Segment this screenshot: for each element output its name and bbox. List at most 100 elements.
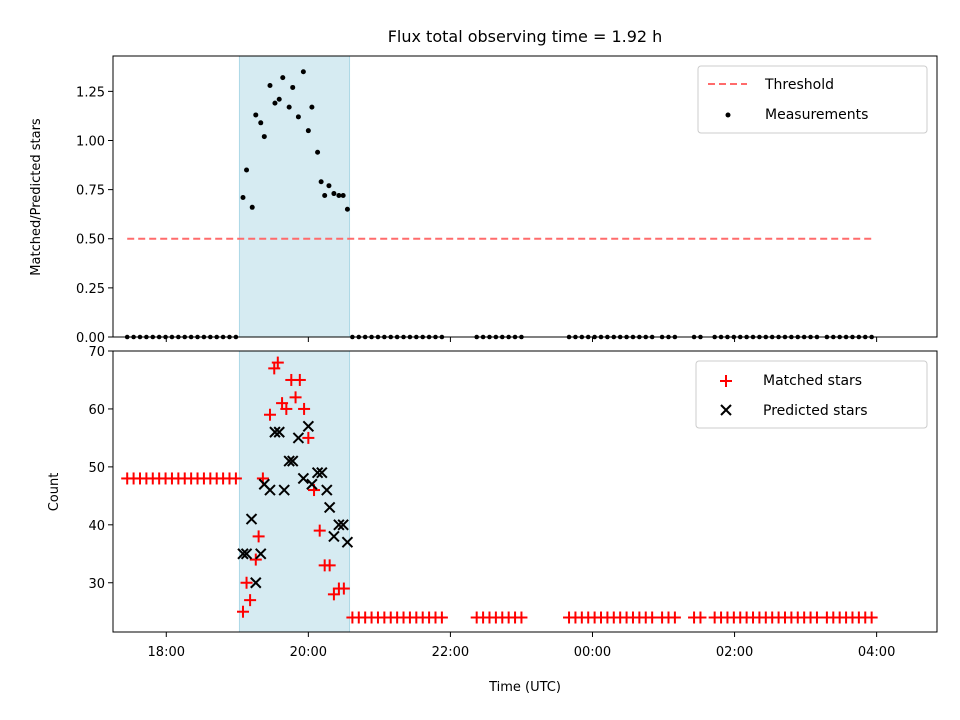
predicted-star-point [328,530,340,543]
measurement-point [295,114,301,120]
legend-measurements-label: Measurements [765,107,868,123]
measurement-point [261,134,267,140]
predicted-star-point [240,548,253,560]
bottom-plot-content [121,356,878,624]
predicted-star-point [287,455,299,467]
predicted-star-point [333,519,345,531]
bottom-panel: 30 40 50 60 70 18:00 20:00 22:00 00:00 02:00 04:0… [47,345,938,695]
matched-star-point [293,373,306,386]
top-y-tick-label: 1.00 [76,134,105,149]
measurement-point [309,104,315,110]
legend-threshold-label: Threshold [764,77,834,93]
predicted-star-point [264,484,276,496]
matched-star-point [244,594,257,607]
legend-matched-label: Matched stars [763,373,862,389]
measurement-point [322,193,328,199]
predicted-star-point [306,478,318,490]
matched-star-point [298,402,311,415]
measurement-point [318,179,324,185]
matched-star-point [236,605,249,618]
predicted-star-point [245,513,258,525]
top-panel: 0.00 0.25 0.50 0.75 1.00 1.25 Flux total obse… [29,27,938,346]
matched-star-point [313,524,326,537]
matched-star-point [323,559,336,572]
measurement-point [267,82,273,88]
predicted-star-point [269,426,281,438]
matched-star-point [240,576,253,589]
bottom-x-tick-label: 04:00 [858,645,895,660]
matched-star-point [289,391,302,404]
bottom-x-tick-label: 18:00 [148,645,185,660]
bottom-y-tick-label: 60 [88,403,105,418]
measurement-point [253,112,259,118]
bottom-x-axis-label: Time (UTC) [488,680,561,695]
measurement-point [305,128,311,134]
bottom-x-axis: 18:00 20:00 22:00 00:00 02:00 04:00 [148,632,895,660]
measurement-point [249,204,255,210]
matched-star-point [252,530,265,543]
top-legend: Threshold Measurements [697,65,928,134]
top-y-tick-label: 0.00 [76,331,105,346]
matched-star-point [865,611,878,624]
measurement-point [244,167,250,173]
predicted-star-point [292,432,305,444]
matched-star-point [694,611,707,624]
predicted-star-point [323,501,336,514]
bottom-y-tick-label: 30 [88,577,105,592]
predicted-star-point [341,536,354,548]
predicted-star-point [337,519,349,531]
measurement-point [300,69,306,75]
predicted-star-point [273,426,285,438]
predicted-star-point [302,420,315,433]
top-legend-box [697,65,928,134]
legend-predicted-label: Predicted stars [763,403,868,419]
predicted-star-point [278,484,290,496]
bottom-x-tick-label: 02:00 [716,645,753,660]
measurement-point [344,206,350,212]
measurement-point [276,96,282,102]
measurement-point [326,183,332,189]
bottom-y-tick-label: 50 [88,461,105,476]
bottom-y-tick-label: 40 [88,519,105,534]
predicted-star-point [297,472,310,485]
predicted-star-point [321,484,333,496]
measurement-point [315,149,321,155]
bottom-y-axis: 30 40 50 60 70 [88,345,113,592]
top-x-ticks [165,337,878,342]
measurement-point [331,191,337,197]
bottom-x-tick-label: 00:00 [574,645,611,660]
matched-star-point [249,553,262,566]
matched-star-point [337,582,350,595]
predicted-star-point [311,466,324,479]
top-y-tick-label: 0.50 [76,233,105,248]
matched-star-point [271,356,284,369]
measurement-point [340,193,346,199]
bottom-y-tick-label: 70 [88,345,105,360]
legend-matched-swatch [720,375,732,387]
bottom-legend-box [695,360,928,429]
measurement-point [280,75,286,81]
matched-star-point [435,611,448,624]
measurement-point [258,120,264,126]
measurement-point [240,194,246,200]
matched-star-point [263,408,276,421]
top-axes-frame [112,55,938,338]
top-y-axis: 0.00 0.25 0.50 0.75 1.00 1.25 [76,85,113,346]
top-highlight-band [238,55,351,338]
bottom-legend: Matched stars Predicted stars [695,360,928,429]
top-y-tick-label: 0.25 [76,282,105,297]
top-y-axis-label: Matched/Predicted stars [29,118,44,276]
bottom-x-tick-label: 22:00 [432,645,469,660]
matched-star-point [668,611,681,624]
legend-measurements-swatch [725,112,731,118]
measurement-point [286,104,292,110]
matched-star-point [280,402,293,415]
measurement-point [336,193,342,199]
bottom-x-tick-label: 20:00 [290,645,327,660]
top-y-tick-label: 1.25 [76,85,105,100]
matched-star-point [302,431,315,444]
top-chart-title: Flux total observing time = 1.92 h [388,27,663,46]
measurement-point [290,84,296,90]
bottom-axes-frame [112,350,938,633]
